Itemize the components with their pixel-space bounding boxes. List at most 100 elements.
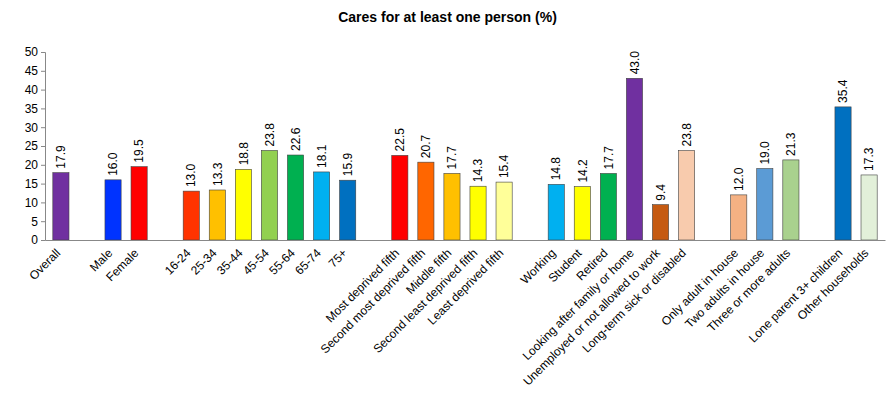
data-label: 22.5	[393, 128, 407, 152]
bar	[496, 182, 512, 240]
y-tick: 50	[25, 45, 45, 59]
y-tick: 10	[25, 196, 45, 210]
data-label: 14.3	[471, 159, 485, 183]
data-label: 19.5	[132, 139, 146, 163]
bar	[652, 205, 668, 240]
y-tick: 5	[31, 215, 45, 229]
chart: Cares for at least one person (%) 0 5 10 15 2…	[0, 0, 895, 420]
bar	[261, 151, 277, 240]
bar	[392, 155, 408, 240]
data-labels: 17.916.019.513.013.318.823.822.618.115.9…	[54, 51, 876, 201]
x-tick: 45-54	[240, 240, 272, 278]
data-label: 17.9	[54, 145, 68, 169]
data-label: 19.0	[758, 141, 772, 165]
bar	[470, 186, 486, 240]
bar	[340, 180, 356, 240]
x-tick-label: 45-54	[240, 246, 272, 278]
y-tick-label: 50	[25, 45, 39, 59]
data-label: 20.7	[419, 134, 433, 158]
y-tick-label: 30	[25, 121, 39, 135]
bar	[314, 172, 330, 240]
bar	[861, 175, 877, 240]
data-label: 17.7	[602, 146, 616, 170]
y-tick: 30	[25, 121, 45, 135]
x-tick-label: 35-44	[214, 246, 246, 278]
y-tick-label: 40	[25, 83, 39, 97]
data-label: 35.4	[836, 79, 850, 103]
title: Cares for at least one person (%)	[338, 9, 557, 25]
bar	[53, 173, 69, 240]
bar	[183, 191, 199, 240]
bar	[209, 190, 225, 240]
x-tick-label: 65-74	[292, 246, 324, 278]
data-label: 43.0	[628, 51, 642, 75]
data-label: 17.3	[862, 147, 876, 171]
bar	[444, 173, 460, 240]
x-tick: 65-74	[292, 240, 324, 278]
data-label: 15.9	[341, 153, 355, 177]
y-tick: 35	[25, 102, 45, 116]
x-tick-label: Second least deprived fifth	[370, 246, 480, 356]
bar	[418, 162, 434, 240]
data-label: 18.8	[237, 142, 251, 166]
y-tick-mark	[41, 221, 45, 222]
data-label: 16.0	[106, 152, 120, 176]
y-tick-mark	[41, 240, 45, 241]
data-label: 23.8	[263, 123, 277, 147]
x-tick-label: 75+	[326, 246, 350, 270]
y-tick-mark	[41, 90, 45, 91]
y-tick-mark	[41, 127, 45, 128]
y-tick-label: 45	[25, 64, 39, 78]
x-tick: Other households	[794, 240, 871, 323]
plot: 05101520253035404550OverallMaleFemale16-…	[25, 45, 886, 388]
data-label: 9.4	[654, 184, 668, 201]
bar	[105, 180, 121, 240]
data-label: 18.1	[315, 144, 329, 168]
y-axis-line	[41, 53, 46, 241]
x-tick-label: Three or more adults	[704, 246, 793, 335]
y-tick-mark	[41, 184, 45, 185]
data-label: 13.3	[211, 162, 225, 186]
y-tick-mark	[41, 108, 45, 109]
y-tick-label: 35	[25, 102, 39, 116]
x-tick: Unemployed or not allowed to work	[520, 240, 663, 388]
y-tick: 20	[25, 158, 45, 172]
bar	[679, 151, 695, 240]
x-tick-label: Least deprived fifth	[425, 246, 507, 328]
x-tick: 16-24	[162, 240, 194, 278]
data-label: 21.3	[784, 132, 798, 156]
y-tick-mark	[41, 202, 45, 203]
x-tick-label: 16-24	[162, 246, 194, 278]
bar	[731, 195, 747, 240]
x-tick: 35-44	[214, 240, 246, 278]
x-tick: Looking after family or home	[520, 240, 637, 363]
x-tick: Female	[103, 240, 141, 284]
data-label: 14.2	[576, 159, 590, 183]
x-tick: 75+	[326, 240, 350, 270]
y-tick-label: 25	[25, 139, 39, 153]
bar	[235, 169, 251, 240]
bar	[626, 78, 642, 240]
bar	[783, 160, 799, 240]
x-tick: 25-34	[188, 240, 220, 278]
y-tick-mark	[41, 146, 45, 147]
y-tick-label: 15	[25, 177, 39, 191]
y-tick-label: 20	[25, 158, 39, 172]
bars	[53, 78, 877, 240]
x-axis: OverallMaleFemale16-2425-3435-4445-5455-…	[26, 240, 885, 388]
x-tick: Least deprived fifth	[425, 240, 507, 328]
x-tick-label: Female	[103, 246, 141, 284]
y-axis: 0 5 10 15 20 25 30 35 40 45 50	[25, 45, 46, 247]
x-tick-label: 25-34	[188, 246, 220, 278]
data-label: 17.7	[445, 146, 459, 170]
bar	[600, 173, 616, 240]
y-tick: 40	[25, 83, 45, 97]
x-tick: Overall	[26, 240, 63, 283]
y-tick-label: 0	[31, 233, 38, 247]
data-label: 23.8	[680, 123, 694, 147]
x-tick-label: Long-term sick or disabled	[579, 246, 688, 355]
x-tick-label: Second most deprived fifth	[318, 246, 428, 356]
data-label: 14.8	[549, 157, 563, 181]
bar	[574, 187, 590, 240]
x-tick-label: Unemployed or not allowed to work	[520, 245, 663, 388]
